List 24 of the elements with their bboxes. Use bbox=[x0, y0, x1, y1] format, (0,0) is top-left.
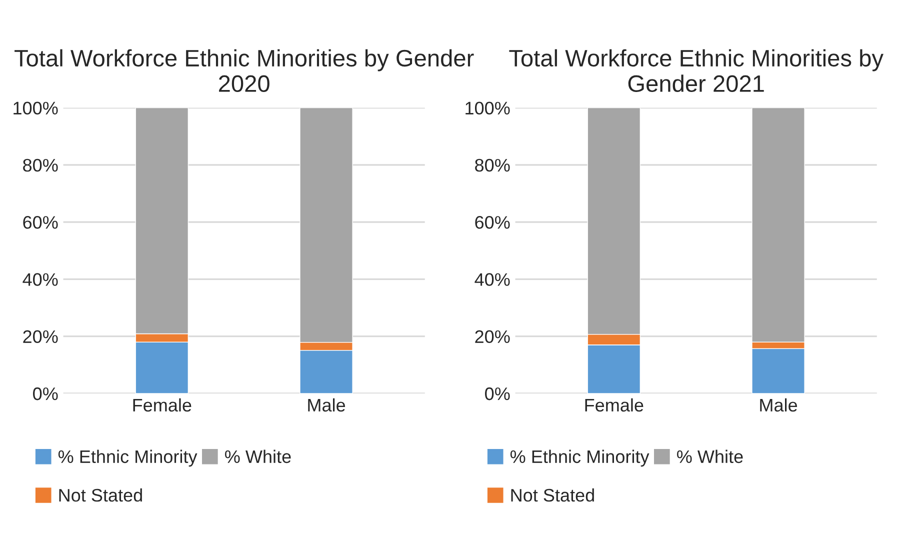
chart-title: Total Workforce Ethnic Minorities by Gender 2021 bbox=[509, 49, 884, 92]
x-tick-label: Male bbox=[308, 398, 346, 412]
x-tick-label: Male bbox=[760, 398, 798, 412]
y-tick-label: 40% bbox=[474, 273, 510, 286]
legend-label: % White bbox=[677, 450, 743, 464]
y-tick-label: 20% bbox=[23, 330, 58, 344]
x-tick-label: Female bbox=[585, 398, 644, 412]
legend-label: Not Stated bbox=[511, 488, 594, 502]
y-tick-label: 80% bbox=[23, 158, 58, 172]
y-tick-label: 0% bbox=[485, 387, 510, 400]
y-tick-label: 100% bbox=[14, 102, 58, 115]
y-tick-label: 60% bbox=[23, 216, 58, 229]
x-tick-label: Female bbox=[133, 398, 192, 412]
legend-label: % White bbox=[225, 450, 291, 464]
legend-label: % Ethnic Minority bbox=[510, 450, 650, 467]
y-tick-label: 60% bbox=[475, 216, 510, 229]
y-tick-label: 20% bbox=[475, 330, 510, 344]
legend-label: % Ethnic Minority bbox=[58, 450, 198, 467]
y-tick-label: 40% bbox=[22, 273, 58, 286]
chart-title: Total Workforce Ethnic Minorities by Gender 2020 bbox=[14, 49, 474, 92]
legend-label: Not Stated bbox=[59, 488, 142, 502]
y-tick-label: 100% bbox=[466, 102, 510, 115]
y-tick-label: 80% bbox=[475, 158, 510, 172]
y-tick-label: 0% bbox=[33, 387, 58, 400]
